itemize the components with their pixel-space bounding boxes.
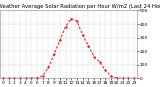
- Title: Milwaukee Weather Average Solar Radiation per Hour W/m2 (Last 24 Hours): Milwaukee Weather Average Solar Radiatio…: [0, 4, 160, 9]
